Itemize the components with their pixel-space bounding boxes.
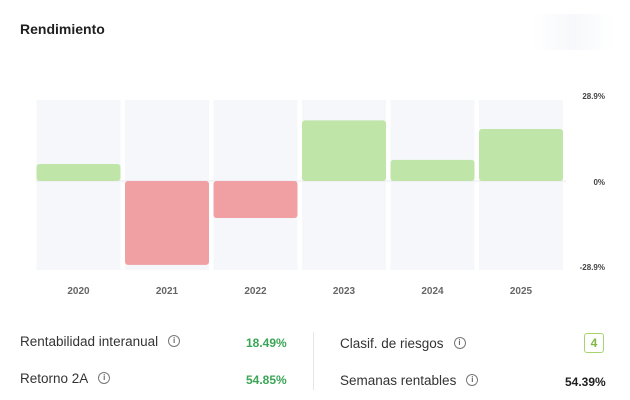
performance-bar-chart: 2020 2021 2022 2023 2024 2025 28.9% 0% -28.9% — [36, 92, 605, 297]
metric-value: 54.39% — [565, 375, 606, 389]
y-tick-label: 0% — [593, 178, 605, 187]
x-tick-label: 2021 — [156, 286, 179, 297]
bar-2021[interactable] — [125, 181, 209, 265]
bar-2023[interactable] — [302, 120, 386, 181]
bar-2025[interactable] — [479, 128, 563, 181]
metric-value: 18.49% — [246, 336, 287, 350]
column-background — [479, 100, 563, 270]
bar-2024[interactable] — [390, 159, 475, 181]
metric-value: 54.85% — [246, 373, 287, 387]
x-tick-label: 2022 — [244, 286, 267, 297]
metric-label: Rentabilidad interanual — [20, 334, 159, 349]
metric-clasif-riesgos: Clasif. de riesgos i — [340, 336, 466, 351]
top-right-widget — [532, 14, 614, 50]
metric-label: Retorno 2A — [20, 371, 89, 386]
column-background — [36, 100, 121, 270]
bar-2020[interactable] — [36, 163, 121, 181]
chart-title: Rendimiento — [20, 21, 105, 37]
metric-semanas-rentables: Semanas rentables i — [340, 373, 479, 388]
metric-retorno-2a: Retorno 2A i — [20, 371, 111, 386]
bar-2022[interactable] — [213, 181, 298, 219]
metric-label: Semanas rentables — [340, 373, 457, 388]
risk-badge: 4 — [584, 333, 604, 353]
metric-rentabilidad-interanual: Rentabilidad interanual i — [20, 334, 181, 349]
info-icon[interactable]: i — [168, 334, 181, 347]
y-tick-label: 28.9% — [582, 92, 605, 101]
info-icon[interactable]: i — [453, 336, 466, 349]
y-tick-label: -28.9% — [580, 263, 605, 272]
x-tick-label: 2025 — [510, 286, 533, 297]
info-icon[interactable]: i — [466, 373, 479, 386]
divider — [313, 332, 314, 390]
x-tick-label: 2020 — [67, 286, 90, 297]
x-tick-label: 2023 — [333, 286, 356, 297]
x-tick-label: 2024 — [421, 286, 444, 297]
column-background — [390, 100, 475, 270]
info-icon[interactable]: i — [98, 371, 111, 384]
metric-label: Clasif. de riesgos — [340, 336, 444, 351]
